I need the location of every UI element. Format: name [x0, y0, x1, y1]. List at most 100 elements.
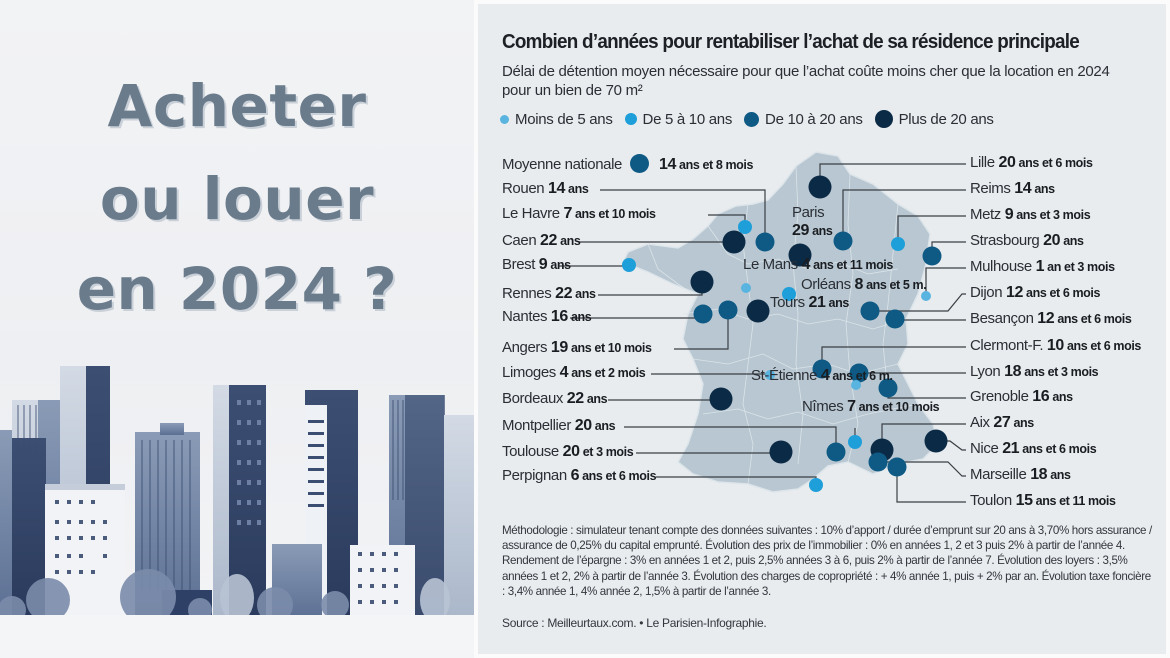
city-name: Besançon [970, 310, 1038, 327]
city-unit: ans [557, 234, 581, 248]
city-marker-angers [718, 300, 738, 320]
city-years: 27 [993, 414, 1011, 431]
city-years: 20 [574, 417, 592, 434]
infographic-panel: Combien d’années pour rentabiliser l’ach… [478, 4, 1166, 654]
city-marker-rouen [755, 232, 775, 252]
city-label-angers: Angers 19 ans et 10 mois [502, 339, 652, 357]
city-name: Tours [770, 294, 809, 311]
city-years: 14 [547, 180, 565, 197]
city-marker-lyon [849, 363, 869, 383]
city-marker-besancon [885, 309, 905, 329]
city-unit: ans [564, 182, 589, 196]
city-marker-nantes [693, 304, 713, 324]
city-years: 19 [550, 339, 568, 356]
city-years: 12 [1037, 310, 1055, 327]
city-marker-toulouse [769, 440, 793, 464]
city-name: Dijon [970, 284, 1006, 301]
city-label-le-havre: Le Havre 7 ans et 10 mois [502, 205, 656, 223]
city-name: Nice [970, 440, 1003, 457]
city-years: 9 [538, 256, 548, 273]
national-average-label: Moyenne nationale [502, 156, 622, 173]
city-unit: ans [583, 392, 608, 406]
city-years: 10 [1046, 337, 1064, 354]
city-unit: ans et 6 mois [1054, 312, 1132, 326]
city-years: 20 [562, 443, 580, 460]
city-name: Rennes [502, 285, 556, 302]
city-marker-caen [722, 230, 746, 254]
city-name: Le Havre [502, 205, 564, 222]
city-name: Toulon [970, 492, 1016, 509]
city-years: 9 [1004, 206, 1014, 223]
city-label-nimes: Nîmes 7 ans et 10 mois [802, 398, 940, 416]
city-years: 1 [1035, 258, 1045, 275]
city-marker-nice [924, 429, 948, 453]
city-name: Strasbourg [970, 232, 1044, 249]
city-years: 15 [1015, 492, 1033, 509]
city-unit: ans et 6 m. [829, 369, 893, 383]
legend-dot-icon [624, 113, 637, 125]
city-label-perpignan: Perpignan 6 ans et 6 mois [502, 467, 657, 485]
headline-line-3: en 2024 ? [76, 255, 398, 323]
city-marker-lille [808, 175, 832, 199]
city-label-lyon: Lyon 18 ans et 3 mois [970, 363, 1099, 381]
city-marker-metz [891, 237, 905, 251]
city-label-nantes: Nantes 16 ans [502, 308, 592, 326]
city-unit: ans [547, 258, 571, 272]
city-years: 6 [570, 467, 580, 484]
city-name: Limoges [502, 364, 560, 381]
national-average: Moyenne nationale 14 ans et 8 mois [502, 154, 753, 174]
city-unit: ans et 6 mois [579, 469, 657, 483]
city-unit: ans et 10 mois [855, 400, 940, 414]
city-years: 12 [1005, 284, 1023, 301]
source-note: Source : Meilleurtaux.com. • Le Parisien… [502, 616, 767, 630]
city-years: 21 [1002, 440, 1020, 457]
national-average-years: 14 [658, 156, 676, 173]
france-map [558, 151, 966, 503]
leader-line-mulhouse [925, 267, 966, 296]
city-name: Orléans [801, 276, 855, 293]
national-average-dot-icon [629, 154, 649, 173]
city-unit: ans [825, 296, 850, 310]
city-label-toulouse: Toulouse 20 et 3 mois [502, 443, 634, 461]
city-name: Bordeaux [502, 390, 567, 407]
leader-line-marseille [878, 461, 966, 477]
city-label-clermont-f: Clermont-F. 10 ans et 6 mois [970, 337, 1141, 355]
city-label-le-mans: Le Mans 4 ans et 11 mois [743, 256, 893, 274]
city-marker-paris [788, 243, 812, 267]
city-name: Marseille [970, 466, 1031, 483]
city-years: 18 [1030, 466, 1048, 483]
city-name: Angers [502, 339, 551, 356]
city-marker-marseille [868, 452, 888, 472]
city-years: 14 [1014, 180, 1032, 197]
city-name: Clermont-F. [970, 337, 1047, 354]
city-years: 7 [847, 398, 856, 415]
city-marker-nimes [848, 435, 862, 449]
city-years: 22 [540, 232, 558, 249]
infographic-subtitle: Délai de détention moyen nécessaire pour… [502, 63, 1110, 99]
city-marker-limoges [765, 370, 775, 380]
city-name: Perpignan [502, 467, 571, 484]
city-marker-le-havre [738, 220, 752, 234]
city-marker-toulon [887, 457, 907, 477]
leader-line-metz [897, 215, 966, 244]
city-name: Reims [970, 180, 1015, 197]
city-name: Nantes [502, 308, 551, 325]
city-marker-strasbourg [922, 246, 942, 266]
city-label-limoges: Limoges 4 ans et 2 mois [502, 364, 646, 382]
city-skyline-illustration [0, 366, 474, 618]
city-years: 16 [550, 308, 568, 325]
infographic-title: Combien d’années pour rentabiliser l’ach… [502, 30, 1080, 53]
city-name: Nîmes [802, 398, 848, 415]
city-unit: ans et 10 mois [571, 207, 656, 221]
city-label-st-etienne: St-Étienne 4 ans et 6 m. [751, 367, 893, 385]
city-marker-st-etienne [851, 380, 861, 390]
city-unit: ans [809, 224, 833, 238]
city-years: 22 [555, 285, 573, 302]
city-unit: ans et 10 mois [567, 341, 652, 355]
city-unit: ans [1049, 390, 1073, 404]
city-marker-orleans [782, 287, 796, 301]
city-unit: ans et 3 mois [1013, 208, 1091, 222]
city-marker-mulhouse [921, 291, 931, 301]
city-name: Mulhouse [970, 258, 1036, 275]
city-label-grenoble: Grenoble 16 ans [970, 388, 1073, 406]
